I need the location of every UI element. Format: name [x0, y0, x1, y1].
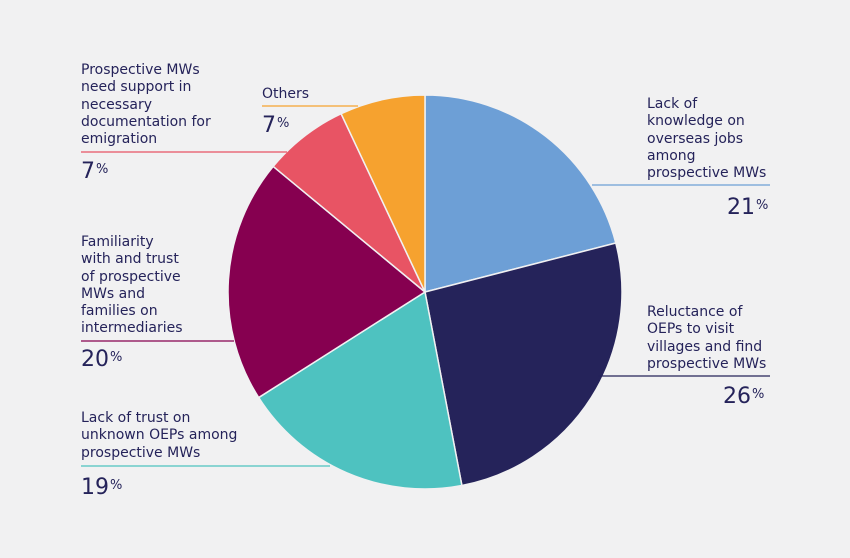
slice-label-lack-of-knowledge: Lack of knowledge on overseas jobs among… [647, 96, 767, 182]
slice-label-documentation-support: Prospective MWs need support in necessar… [81, 62, 211, 148]
slice-value-reluctance-of-oeps: 26% [723, 384, 765, 409]
pie-slice-others [340, 94, 426, 293]
pie-slice-reluctance-of-oeps [424, 242, 623, 487]
slice-label-lack-of-trust: Lack of trust on unknown OEPs among pros… [81, 410, 238, 461]
slice-value-documentation-support: 7% [81, 159, 109, 184]
pie-slice-familiarity-intermediaries [227, 165, 426, 399]
slice-label-familiarity-intermediaries: Familiarity with and trust of prospectiv… [81, 234, 183, 337]
slice-label-reluctance-of-oeps: Reluctance of OEPs to visit villages and… [647, 304, 767, 372]
slice-value-familiarity-intermediaries: 20% [81, 347, 123, 372]
pie-slice-lack-of-trust [257, 291, 463, 490]
pie-slice-lack-of-knowledge [424, 94, 617, 293]
slice-value-lack-of-knowledge: 21% [727, 195, 769, 220]
slice-label-others: Others [262, 86, 310, 102]
slice-value-lack-of-trust: 19% [81, 475, 123, 500]
slice-value-others: 7% [262, 113, 290, 138]
